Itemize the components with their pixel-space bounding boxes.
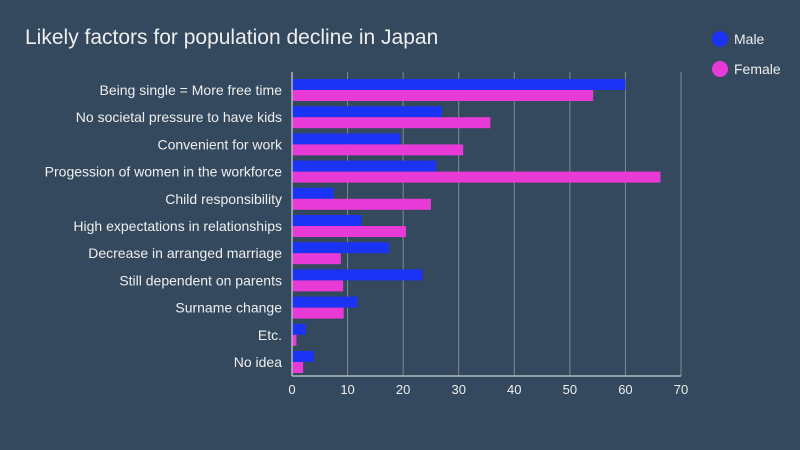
bar-female[interactable] bbox=[292, 198, 431, 210]
x-tick-label: 50 bbox=[563, 382, 577, 397]
bar-male[interactable] bbox=[292, 106, 443, 118]
legend-swatch-female bbox=[712, 61, 728, 77]
bar-female[interactable] bbox=[292, 117, 491, 129]
chart-title: Likely factors for population decline in… bbox=[25, 26, 439, 49]
bars bbox=[292, 79, 661, 373]
category-label: Surname change bbox=[175, 300, 282, 316]
bar-female[interactable] bbox=[292, 144, 464, 156]
bar-male[interactable] bbox=[292, 79, 626, 90]
legend-label-female: Female bbox=[734, 61, 781, 77]
category-label: Being single = More free time bbox=[100, 82, 283, 98]
bar-female[interactable] bbox=[292, 280, 344, 292]
legend-swatch-male bbox=[712, 31, 728, 47]
bar-female[interactable] bbox=[292, 171, 661, 183]
x-tick-label: 20 bbox=[396, 382, 410, 397]
category-label: No idea bbox=[234, 354, 282, 370]
category-label: Child responsibility bbox=[165, 191, 282, 207]
category-label: Etc. bbox=[258, 327, 282, 343]
legend: Male Female bbox=[712, 24, 781, 84]
category-label: Still dependent on parents bbox=[119, 272, 282, 288]
bar-male[interactable] bbox=[292, 133, 401, 145]
x-tick-label: 0 bbox=[288, 382, 295, 397]
x-tick-labels: 0 10 20 30 40 50 60 70 bbox=[288, 382, 688, 397]
category-labels: Being single = More free time No societal… bbox=[45, 82, 283, 370]
bar-female[interactable] bbox=[292, 253, 341, 265]
bar-male[interactable] bbox=[292, 215, 362, 226]
bar-male[interactable] bbox=[292, 242, 390, 254]
bar-male[interactable] bbox=[292, 187, 334, 199]
x-tick-label: 70 bbox=[674, 382, 688, 397]
bar-female[interactable] bbox=[292, 362, 304, 373]
axes bbox=[291, 72, 681, 377]
bar-female[interactable] bbox=[292, 334, 297, 346]
legend-label-male: Male bbox=[734, 31, 765, 47]
x-tick-label: 60 bbox=[618, 382, 632, 397]
bar-female[interactable] bbox=[292, 307, 344, 319]
category-label: Decrease in arranged marriage bbox=[88, 245, 282, 261]
bar-female[interactable] bbox=[292, 226, 406, 237]
bar-male[interactable] bbox=[292, 160, 437, 172]
x-tick-label: 30 bbox=[451, 382, 465, 397]
bar-male[interactable] bbox=[292, 351, 315, 362]
legend-item-female[interactable]: Female bbox=[712, 54, 781, 84]
legend-item-male[interactable]: Male bbox=[712, 24, 781, 54]
category-label: Convenient for work bbox=[157, 136, 283, 152]
x-tick-label: 10 bbox=[340, 382, 354, 397]
category-label: No societal pressure to have kids bbox=[76, 109, 282, 125]
bar-male[interactable] bbox=[292, 323, 306, 335]
bar-male[interactable] bbox=[292, 269, 423, 281]
category-label: Progession of women in the workforce bbox=[45, 164, 283, 180]
bar-female[interactable] bbox=[292, 90, 594, 101]
category-label: High expectations in relationships bbox=[73, 218, 282, 234]
x-tick-label: 40 bbox=[507, 382, 521, 397]
bar-male[interactable] bbox=[292, 296, 358, 308]
